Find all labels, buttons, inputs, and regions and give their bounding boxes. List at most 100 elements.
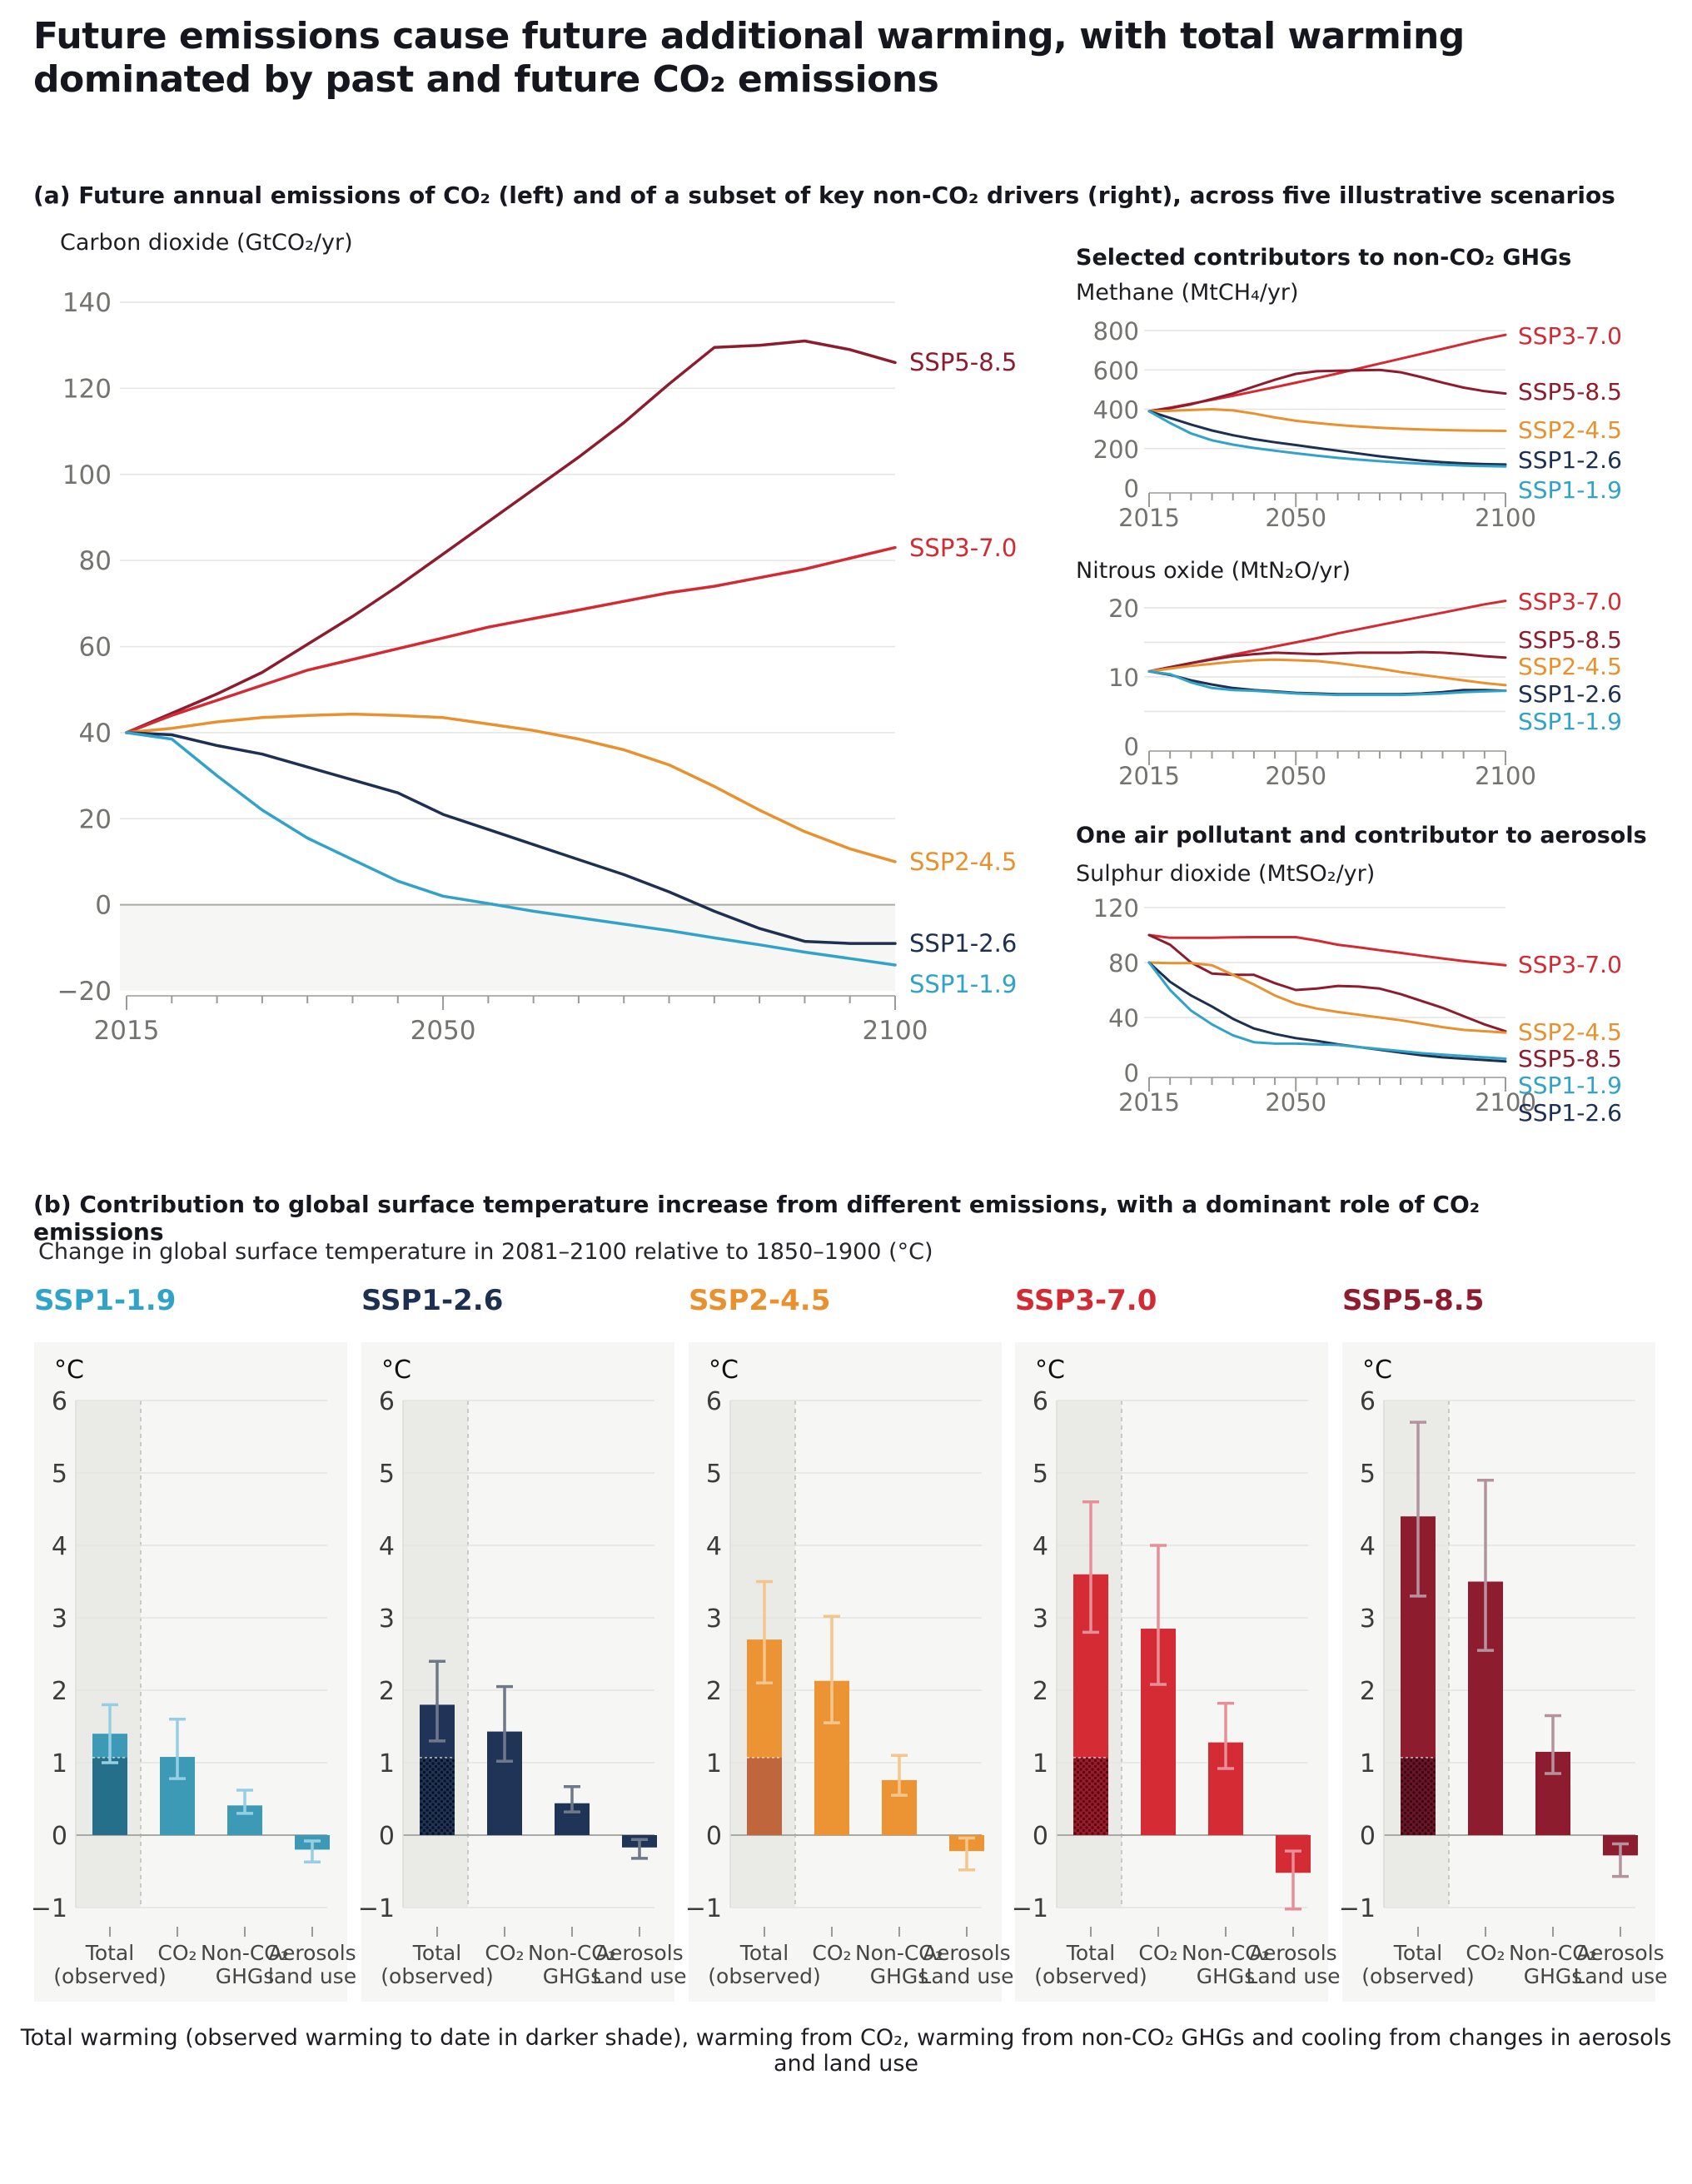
y-tick-800: 800 bbox=[1093, 317, 1139, 346]
y-tick-−1: −1 bbox=[31, 1894, 67, 1923]
y-tick-4: 4 bbox=[379, 1532, 395, 1561]
y-tick-1: 1 bbox=[1033, 1749, 1048, 1779]
warming-bars-ssp1-2.6: °C 6 5 4 3 2 1 0 −1 Total (observed) CO₂ Non-CO₂ GHG… bbox=[358, 1342, 687, 2002]
x-tick-2015: 2015 bbox=[1118, 504, 1180, 532]
y-tick-1: 1 bbox=[379, 1749, 395, 1779]
scenario-header-ssp2-4.5: SSP2-4.5 bbox=[689, 1284, 831, 1317]
b370-plot: 6 5 4 3 2 1 0 −1 Total(observed)CO₂ Non-CO₂GHGsAe… bbox=[1012, 1387, 1341, 1988]
warming-bars-ssp1-1.9: °C 6 5 4 3 2 1 0 −1 Total (observed) CO₂ Non-CO₂ GHG… bbox=[31, 1342, 356, 2002]
series-SSP2-4.5 bbox=[1147, 408, 1507, 432]
category-label: Land use bbox=[1246, 1964, 1340, 1988]
y-tick-80: 80 bbox=[1108, 949, 1139, 978]
observed-warming-segment bbox=[420, 1757, 455, 1835]
y-tick-2: 2 bbox=[52, 1677, 67, 1706]
unit-label: °C bbox=[54, 1356, 84, 1385]
series-label-SSP1-1.9: SSP1-1.9 bbox=[909, 970, 1017, 998]
series-label-SSP1-2.6: SSP1-2.6 bbox=[909, 929, 1017, 958]
x-tick-2015: 2015 bbox=[94, 1016, 160, 1046]
series-label-SSP2-4.5: SSP2-4.5 bbox=[1518, 416, 1622, 444]
category-label: CO₂ bbox=[1466, 1941, 1505, 1965]
y-tick-20: 20 bbox=[1108, 595, 1139, 623]
y-tick-100: 100 bbox=[62, 460, 112, 490]
y-tick-40: 40 bbox=[79, 719, 112, 749]
series-label-SSP5-8.5: SSP5-8.5 bbox=[1518, 1045, 1622, 1072]
non-co2-ghg-heading: Selected contributors to non-CO₂ GHGs bbox=[1076, 245, 1572, 271]
category-label: Land use bbox=[1573, 1964, 1667, 1988]
category-label: (observed) bbox=[1034, 1964, 1147, 1988]
y-tick-−1: −1 bbox=[685, 1894, 722, 1923]
warming-bars-ssp5-8.5: °C 6 5 4 3 2 1 0 −1 Total (observed) CO₂ Non-CO₂ GHG… bbox=[1339, 1342, 1668, 2002]
category-label: (observed) bbox=[1361, 1964, 1474, 1988]
x-tick-2100: 2100 bbox=[1475, 1088, 1536, 1117]
y-tick-4: 4 bbox=[52, 1532, 67, 1561]
y-tick-5: 5 bbox=[379, 1460, 395, 1489]
category-label: (observed) bbox=[381, 1964, 493, 1988]
category-label: Non-CO₂ bbox=[855, 1941, 943, 1965]
observed-warming-segment bbox=[92, 1757, 127, 1835]
y-tick-0: 0 bbox=[706, 1822, 722, 1851]
y-tick-−1: −1 bbox=[358, 1894, 395, 1923]
category-label: CO₂ bbox=[485, 1941, 524, 1965]
aerosols-heading: One air pollutant and contributor to aer… bbox=[1076, 823, 1647, 848]
y-tick-2: 2 bbox=[1033, 1677, 1048, 1706]
ch4-plot: 2015 2050 2100 800 600 400 200 0 SSP3-7.0 SSP5-8.… bbox=[1093, 317, 1622, 532]
warming-bars-ssp2-4.5: °C 6 5 4 3 2 1 0 −1 Total (observed) CO₂ Non-CO₂ GHG… bbox=[685, 1342, 1014, 2002]
x-tick-2050: 2050 bbox=[1265, 504, 1326, 532]
scenario-header-ssp1-2.6: SSP1-2.6 bbox=[361, 1284, 504, 1317]
x-tick-2100: 2100 bbox=[1475, 504, 1536, 532]
category-label: Total bbox=[85, 1941, 134, 1965]
category-label: CO₂ bbox=[157, 1941, 197, 1965]
category-label: Aerosols bbox=[268, 1941, 356, 1965]
b119-plot: 6 5 4 3 2 1 0 −1 Total(observed)CO₂ Non-CO₂GHGsAe… bbox=[31, 1387, 356, 1988]
series-SSP1-1.9 bbox=[1147, 669, 1507, 697]
series-label-SSP5-8.5: SSP5-8.5 bbox=[1518, 626, 1622, 654]
y-tick-20: 20 bbox=[79, 804, 112, 834]
series-label-SSP3-7.0: SSP3-7.0 bbox=[1518, 322, 1622, 350]
category-label: Non-CO₂ bbox=[1182, 1941, 1270, 1965]
series-SSP2-4.5 bbox=[125, 712, 897, 863]
y-tick-2: 2 bbox=[706, 1677, 722, 1706]
y-tick-4: 4 bbox=[1360, 1532, 1376, 1561]
series-SSP5-8.5 bbox=[125, 339, 897, 734]
y-tick-200: 200 bbox=[1093, 435, 1139, 464]
category-label: Non-CO₂ bbox=[201, 1941, 289, 1965]
y-tick-140: 140 bbox=[62, 288, 112, 318]
category-label: Aerosols bbox=[1249, 1941, 1336, 1965]
y-tick-60: 60 bbox=[79, 633, 112, 663]
y-tick-10: 10 bbox=[1108, 664, 1139, 692]
series-SSP1-1.9 bbox=[125, 731, 897, 967]
category-label: Land use bbox=[592, 1964, 686, 1988]
b126-plot: 6 5 4 3 2 1 0 −1 Total(observed)CO₂ Non-CO₂GHGsAe… bbox=[358, 1387, 687, 1988]
category-label: (observed) bbox=[708, 1964, 820, 1988]
category-label: CO₂ bbox=[812, 1941, 851, 1965]
y-tick-3: 3 bbox=[379, 1604, 395, 1634]
b585-plot: 6 5 4 3 2 1 0 −1 Total(observed)CO₂ Non-CO₂GHGsAe… bbox=[1339, 1387, 1668, 1988]
series-SSP2-4.5 bbox=[1147, 658, 1507, 687]
series-SSP3-7.0 bbox=[1147, 333, 1507, 413]
y-tick-0: 0 bbox=[1124, 475, 1139, 503]
y-tick-40: 40 bbox=[1108, 1004, 1139, 1032]
series-SSP1-2.6 bbox=[125, 731, 897, 945]
x-tick-2050: 2050 bbox=[411, 1016, 476, 1046]
caption-panel-b: (b) Contribution to global surface tempe… bbox=[33, 1191, 1480, 1246]
page-title: Future emissions cause future additional… bbox=[33, 15, 1465, 101]
y-tick-4: 4 bbox=[706, 1532, 722, 1561]
series-label-SSP1-2.6: SSP1-2.6 bbox=[1518, 446, 1622, 474]
scenario-header-ssp1-1.9: SSP1-1.9 bbox=[34, 1284, 177, 1317]
unit-label: °C bbox=[1035, 1356, 1065, 1385]
unit-label: °C bbox=[1362, 1356, 1392, 1385]
x-tick-2015: 2015 bbox=[1118, 762, 1180, 790]
y-tick-3: 3 bbox=[1033, 1604, 1048, 1634]
y-tick-6: 6 bbox=[706, 1387, 722, 1416]
x-tick-2050: 2050 bbox=[1265, 1088, 1326, 1117]
y-tick-0: 0 bbox=[95, 891, 112, 921]
category-label: GHGs bbox=[870, 1964, 929, 1988]
y-tick-0: 0 bbox=[1033, 1822, 1048, 1851]
category-label: Total bbox=[1393, 1941, 1442, 1965]
series-label-SSP1-1.9: SSP1-1.9 bbox=[1518, 708, 1622, 735]
nitrous-oxide-line-chart: Nitrous oxide (MtN₂O/yr) 2015 2050 2100 20 1… bbox=[1074, 540, 1692, 823]
warming-bars-ssp3-7.0: °C 6 5 4 3 2 1 0 −1 Total (observed) CO₂ Non-CO₂ GHG… bbox=[1012, 1342, 1341, 2002]
series-label-SSP1-2.6: SSP1-2.6 bbox=[1518, 680, 1622, 708]
unit-label: °C bbox=[709, 1356, 739, 1385]
